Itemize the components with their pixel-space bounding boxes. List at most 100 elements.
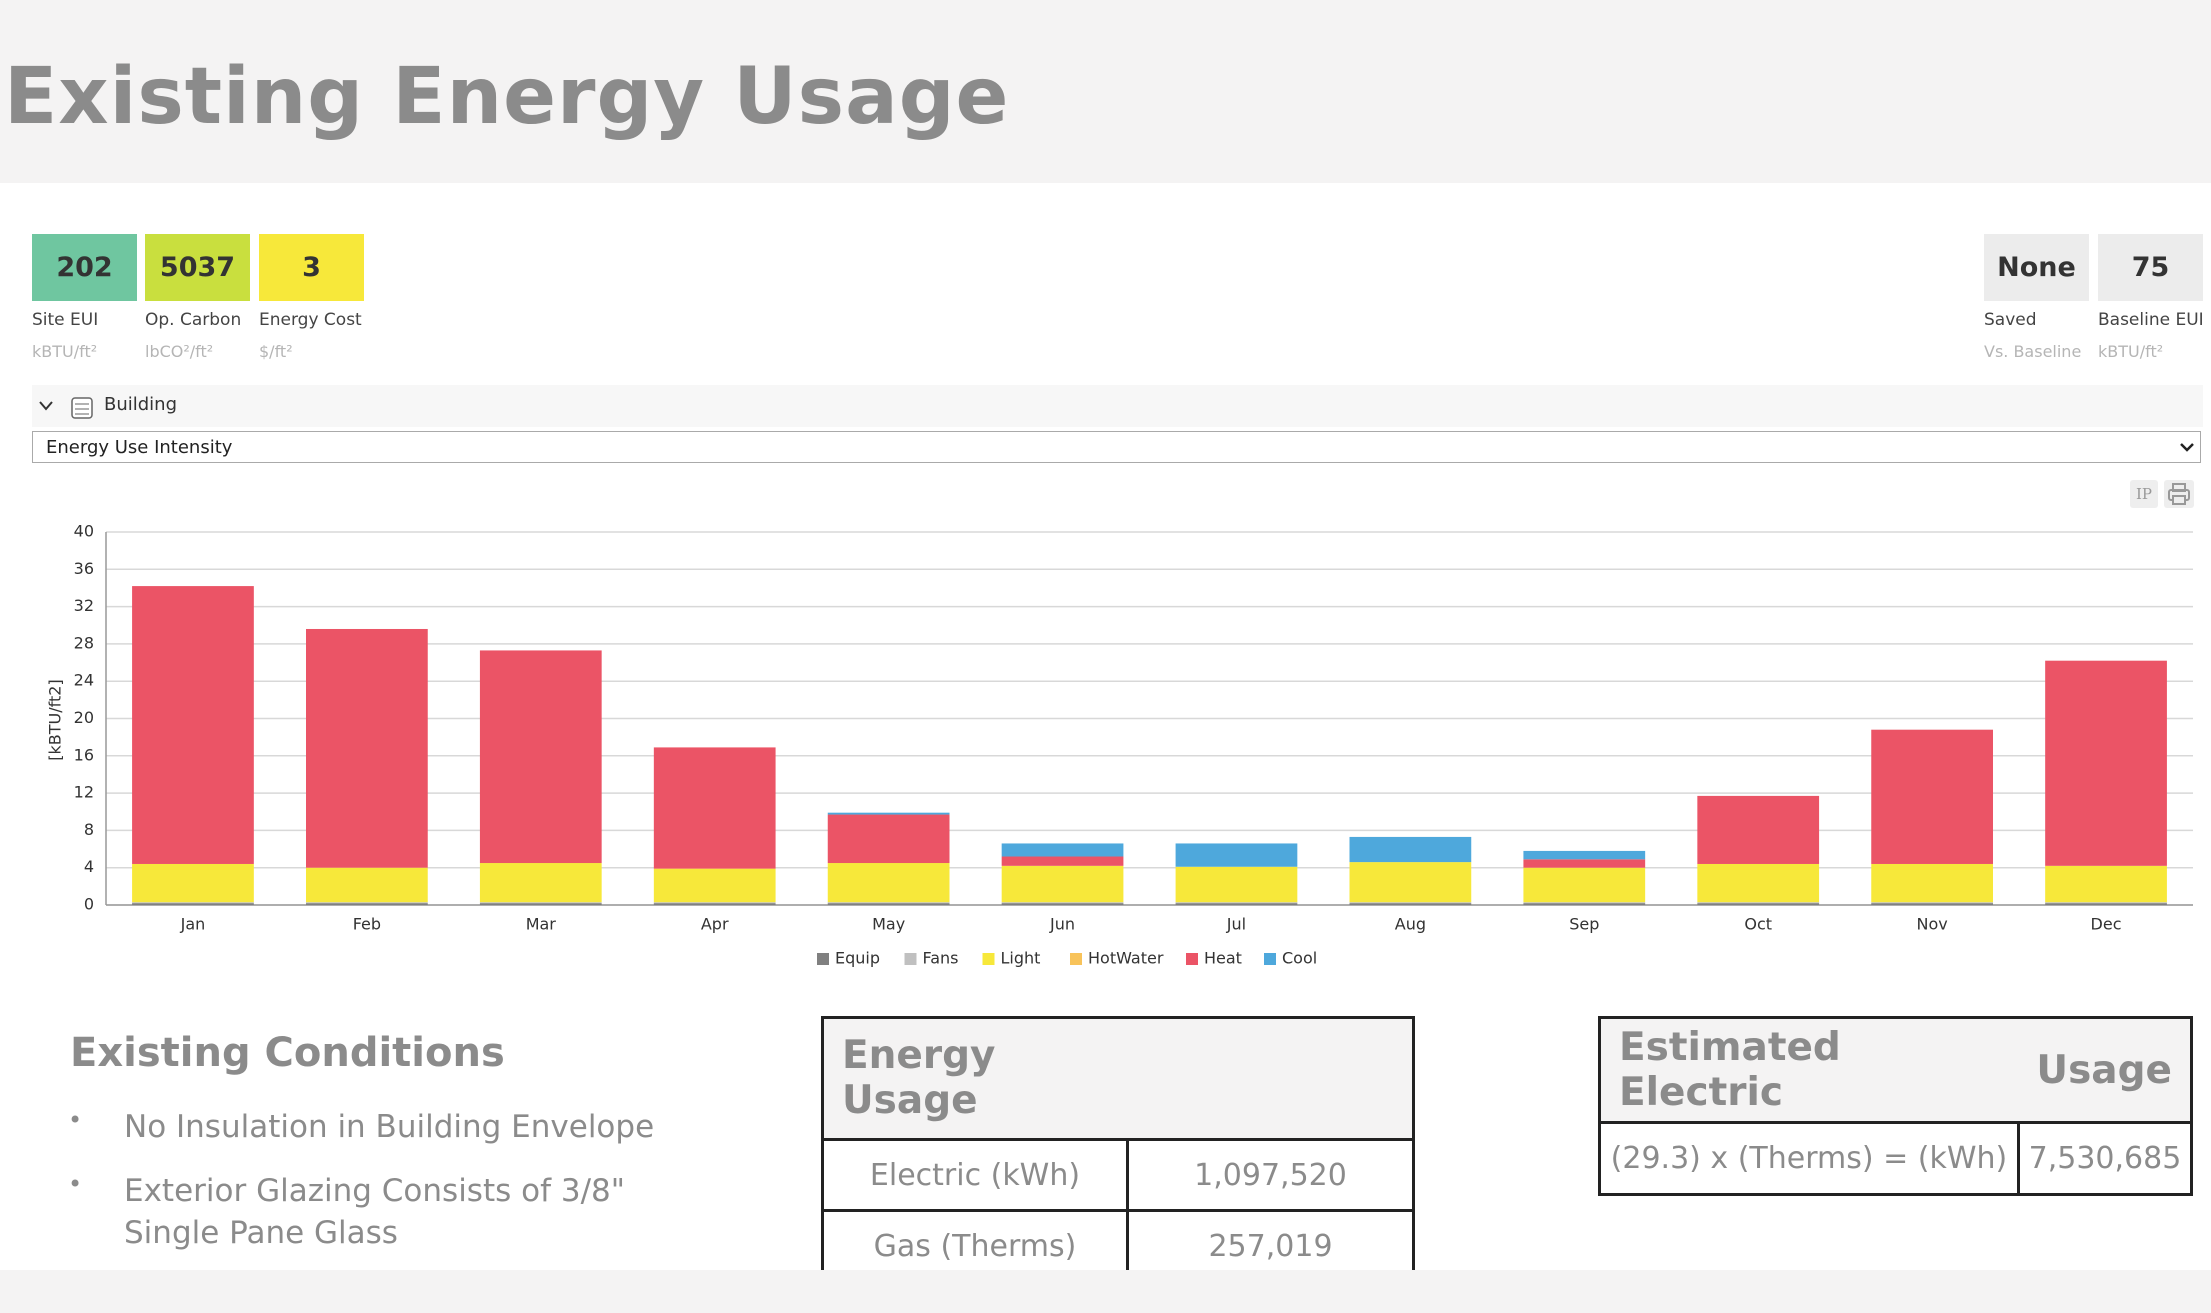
y-tick-label: 4 (84, 857, 94, 876)
bullet-text: Exterior Glazing Consists of 3/8" Single… (124, 1173, 625, 1251)
metric-tile: 3 (259, 234, 364, 301)
metric-unit: Vs. Baseline (1984, 342, 2082, 361)
bar-segment (1175, 866, 1298, 903)
x-tick-label: Feb (353, 915, 381, 934)
y-axis-label: [kBTU/ft2] (46, 679, 65, 760)
y-tick-label: 8 (84, 820, 94, 839)
metric-unit: $/ft² (259, 342, 293, 361)
bullet-text: No Insulation in Building Envelope (124, 1109, 655, 1145)
legend-swatch (904, 953, 917, 965)
bar-segment (132, 586, 254, 864)
metric-unit: kBTU/ft² (2098, 342, 2164, 361)
metric-tile: 75 (2098, 234, 2203, 301)
conditions-title: Existing Conditions (70, 1030, 505, 1076)
bar-segment (827, 812, 950, 815)
legend-label: Light (1001, 949, 1041, 968)
legend-swatch (1264, 953, 1276, 965)
bar-segment (1871, 903, 1993, 905)
bar-segment (1523, 903, 1646, 905)
legend-label: Heat (1204, 949, 1242, 968)
bullet-dot: • (68, 1106, 83, 1134)
metric-label: Site EUI (32, 310, 99, 330)
dropdown-value: Energy Use Intensity (46, 437, 233, 458)
x-tick-label: May (872, 915, 905, 934)
metric-label: Baseline EUI (2098, 310, 2204, 330)
print-button[interactable] (2164, 480, 2194, 508)
bar-segment (1871, 729, 1993, 864)
x-tick-label: Sep (1569, 915, 1599, 934)
bar-segment (1349, 902, 1472, 904)
y-tick-label: 0 (84, 895, 94, 914)
metric-unit: lbCO²/ft² (145, 342, 214, 361)
y-tick-label: 36 (74, 559, 94, 578)
x-tick-label: Mar (526, 915, 557, 934)
bar-segment (1001, 903, 1124, 905)
building-row (32, 385, 2203, 427)
legend-label: HotWater (1088, 949, 1164, 968)
bar-segment (132, 863, 254, 903)
page-title: Existing Energy Usage (4, 52, 1010, 142)
x-tick-label: Nov (1917, 915, 1948, 934)
bar-segment (827, 863, 950, 903)
bar-segment (1349, 836, 1472, 863)
legend-swatch (982, 953, 995, 965)
bar-segment (1523, 850, 1646, 860)
energy-table-title: Energy Usage (821, 1016, 1415, 1141)
legend-label: Cool (1282, 949, 1317, 968)
bar-segment (1697, 903, 1820, 905)
bar-segment (1697, 902, 1820, 904)
bar-segment (653, 747, 776, 869)
legend-swatch (1186, 953, 1198, 965)
bar-segment (1523, 902, 1646, 904)
x-tick-label: Aug (1395, 915, 1426, 934)
bar-segment (479, 903, 602, 905)
bar-segment (2045, 865, 2167, 903)
bar-segment (1001, 865, 1124, 903)
y-tick-label: 20 (74, 708, 94, 727)
y-tick-label: 40 (74, 522, 94, 541)
bullet-dot: • (68, 1170, 83, 1198)
bar-segment (479, 863, 602, 903)
legend-label: Fans (923, 949, 959, 968)
metric-dropdown[interactable] (32, 431, 2201, 463)
metric-tile: 5037 (145, 234, 250, 301)
legend-swatch (817, 953, 829, 965)
bar-segment (653, 902, 776, 904)
bar-segment (827, 903, 950, 905)
bar-segment (1001, 843, 1124, 857)
x-tick-label: Oct (1744, 915, 1772, 934)
bar-segment (132, 902, 254, 904)
bar-segment (827, 814, 950, 864)
y-tick-label: 12 (74, 783, 94, 802)
bar-segment (1871, 902, 1993, 904)
bar-segment (132, 903, 254, 905)
metric-unit: kBTU/ft² (32, 342, 98, 361)
bar-segment (2045, 902, 2167, 904)
bar-segment (1175, 903, 1298, 905)
x-tick-label: Jul (1226, 915, 1246, 934)
bar-segment (1697, 795, 1820, 864)
metric-tile: 202 (32, 234, 137, 301)
bar-segment (1697, 863, 1820, 903)
y-tick-label: 28 (74, 633, 94, 652)
bar-segment (479, 902, 602, 904)
building-toggle[interactable] (36, 395, 96, 421)
y-tick-label: 32 (74, 596, 94, 615)
table-cell: Electric (kWh) (821, 1138, 1129, 1212)
table-cell: 7,530,685 (2016, 1121, 2194, 1196)
table-cell: (29.3) x (Therms) = (kWh) (1598, 1121, 2020, 1196)
dropdown-arrow[interactable] (2178, 440, 2196, 454)
building-label: Building (104, 394, 178, 415)
electric-table: Estimated Electric Usage (29.3) x (Therms… (1598, 1016, 2194, 1196)
bar-segment (1175, 843, 1298, 867)
units-button[interactable]: IP (2130, 480, 2158, 508)
bar-segment (1523, 859, 1646, 868)
bar-segment (306, 628, 428, 868)
bar-segment (479, 650, 602, 864)
metric-tile: None (1984, 234, 2089, 301)
footer-band (0, 1270, 2211, 1313)
bar-segment (1001, 856, 1124, 866)
x-tick-label: Jun (1049, 915, 1075, 934)
bar-segment (1523, 867, 1646, 903)
